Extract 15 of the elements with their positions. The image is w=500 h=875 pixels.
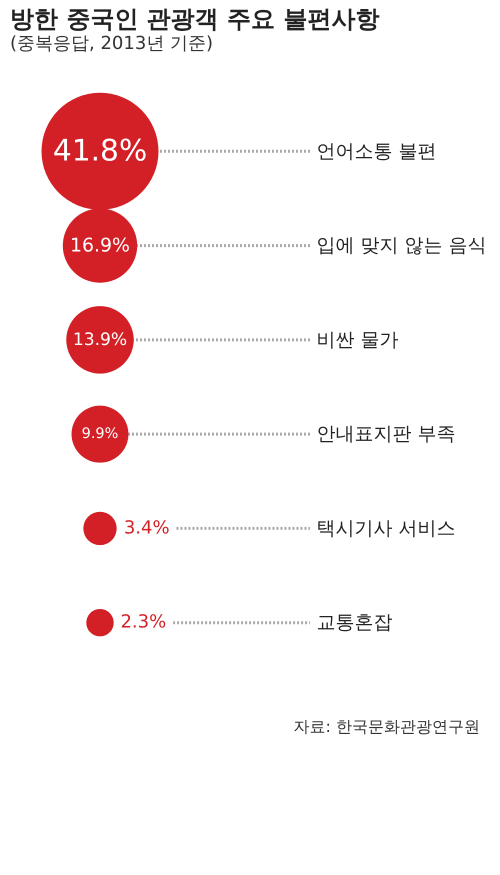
category-label: 안내표지판 부족 (316, 423, 456, 446)
data-label: 16.9% (70, 234, 130, 257)
data-label: 2.3% (120, 612, 166, 633)
category-label: 입에 맞지 않는 음식 (316, 234, 487, 257)
data-label: 41.8% (52, 133, 148, 168)
category-label: 교통혼잡 (316, 612, 392, 634)
text: 방한 중국인 관광객 주요 불편사항 (10, 5, 380, 33)
data-label: 3.4% (124, 517, 170, 538)
category-label: 언어소통 불편 (316, 140, 437, 162)
data-label: 13.9% (72, 330, 128, 350)
text: 자료: 한국문화관광연구원 (292, 717, 480, 738)
text: (중복응답, 2013년 기준) (10, 33, 214, 54)
category-label: 택시기사 서비스 (316, 517, 456, 540)
category-label: 비싼 물가 (316, 328, 399, 351)
data-label: 9.9% (82, 426, 118, 442)
